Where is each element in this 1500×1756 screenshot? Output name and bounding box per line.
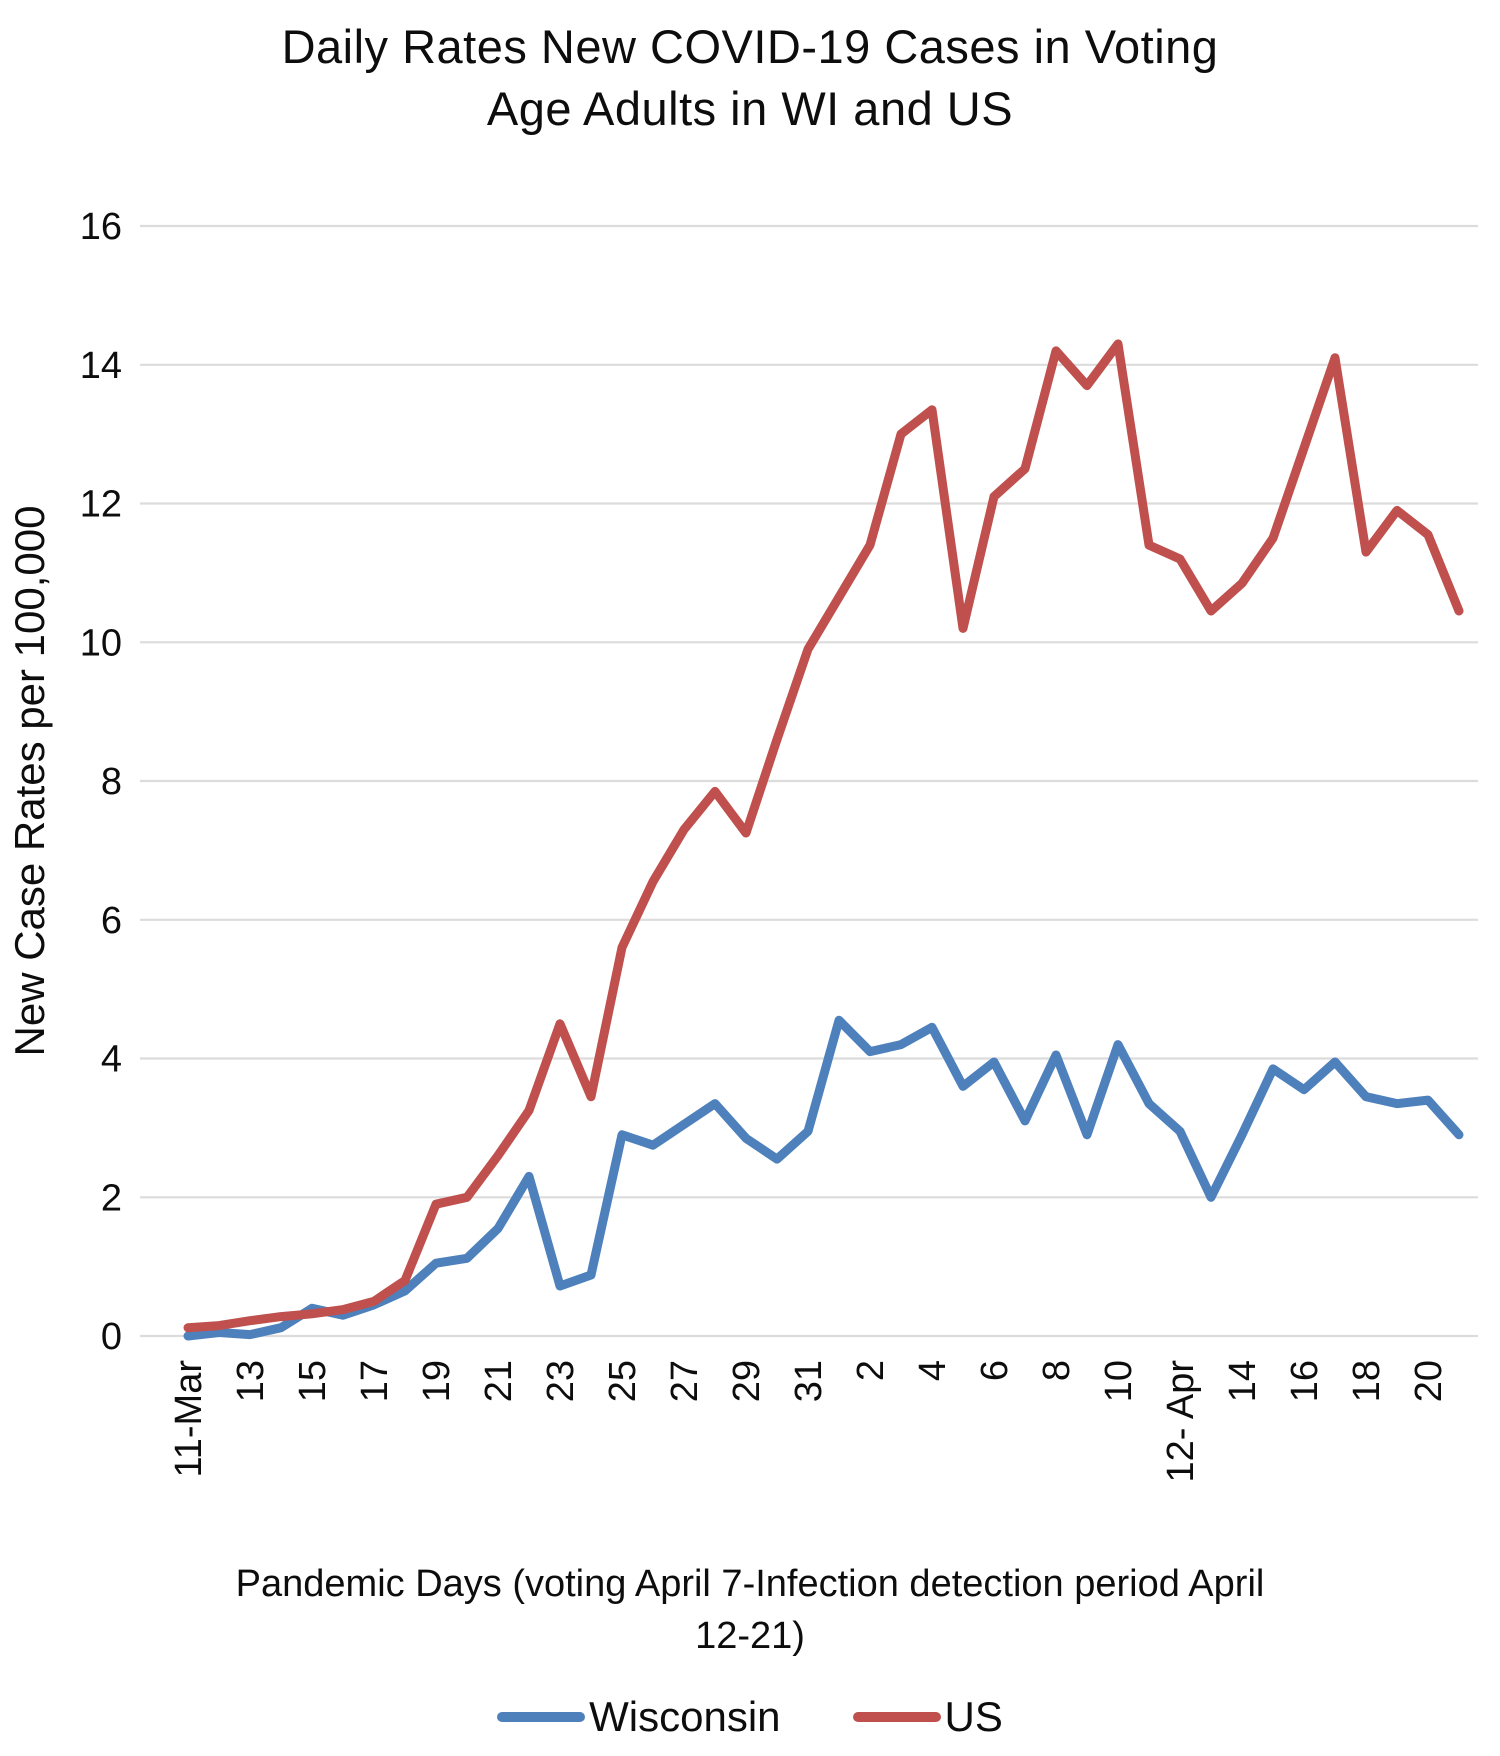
chart-title: Daily Rates New COVID-19 Cases in Voting… [281,20,1219,135]
y-axis-tick-labels: 0 2 4 6 8 10 12 14 16 [80,206,122,1358]
x-tick-label: 14 [1222,1360,1264,1402]
x-tick-label: 29 [726,1360,768,1402]
x-tick-label: 31 [788,1360,830,1402]
y-tick-label: 6 [101,900,122,942]
x-tick-label: 10 [1098,1360,1140,1402]
x-tick-label: 20 [1408,1360,1450,1402]
legend-item-wisconsin: Wisconsin [497,1693,781,1741]
y-axis-title: New Case Rates per 100,000 [6,506,53,1057]
x-tick-label: 6 [974,1360,1016,1381]
x-tick-label: 15 [292,1360,334,1402]
x-tick-label: 23 [540,1360,582,1402]
x-tick-label: 17 [354,1360,396,1402]
x-tick-label: 21 [478,1360,520,1402]
legend: Wisconsin US [0,1693,1500,1741]
x-tick-label: 19 [416,1360,458,1402]
us-line-swatch [852,1712,941,1722]
x-tick-label: 2 [850,1360,892,1381]
legend-label-us: US [944,1693,1003,1740]
y-tick-label: 12 [80,484,122,526]
y-tick-label: 14 [80,345,122,387]
y-tick-label: 10 [80,622,122,664]
wisconsin-series-line [183,1015,1464,1341]
wisconsin-line-swatch [497,1712,586,1722]
legend-label-wisconsin: Wisconsin [589,1693,781,1740]
x-tick-label: 8 [1036,1360,1078,1381]
legend-item-us: US [852,1693,1003,1741]
y-tick-label: 2 [101,1177,122,1219]
y-tick-label: 0 [101,1316,122,1358]
x-tick-label: 25 [602,1360,644,1402]
x-axis-title: Pandemic Days (voting April 7-Infection … [235,1563,1265,1657]
series-lines [183,339,1464,1341]
y-tick-label: 4 [101,1039,122,1081]
us-series-line [183,339,1464,1333]
x-tick-label: 11-Mar [168,1360,210,1478]
y-tick-label: 16 [80,206,122,248]
x-tick-label: 16 [1284,1360,1326,1402]
x-tick-label: 12- Apr [1160,1360,1202,1483]
x-tick-label: 13 [230,1360,272,1402]
x-tick-label: 18 [1346,1360,1388,1402]
y-tick-label: 8 [101,761,122,803]
gridlines [140,224,1478,1338]
x-tick-label: 4 [912,1360,954,1381]
x-tick-label: 27 [664,1360,706,1402]
x-axis-tick-labels: 11-Mar 13 15 17 19 21 23 25 27 29 31 2 4 6 8 10 12- Apr 1… [168,1360,1450,1483]
